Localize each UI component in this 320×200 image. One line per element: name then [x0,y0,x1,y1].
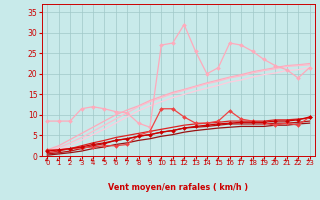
X-axis label: Vent moyen/en rafales ( km/h ): Vent moyen/en rafales ( km/h ) [108,183,248,192]
